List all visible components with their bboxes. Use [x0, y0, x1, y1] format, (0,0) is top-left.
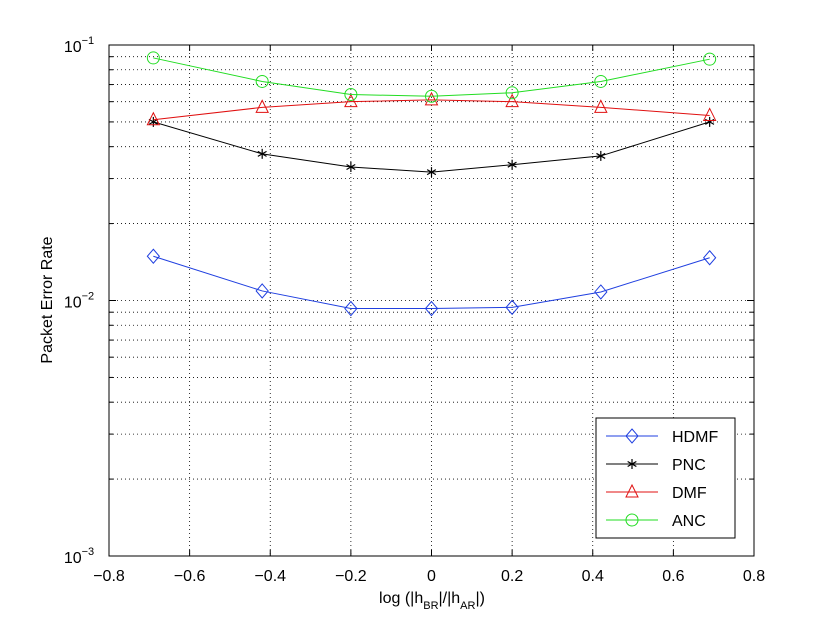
x-tick-label: 0.6 — [662, 568, 684, 585]
legend: HDMF PNC DMF ANC — [595, 417, 736, 539]
data-point-anc — [146, 51, 160, 65]
legend-marker — [627, 459, 637, 469]
data-point-pnc — [257, 148, 267, 159]
data-point-pnc — [426, 167, 437, 178]
series-dmf — [146, 91, 717, 126]
data-point-dmf — [702, 107, 717, 121]
x-axis-label-sub1: BR — [423, 600, 438, 612]
series-anc — [146, 51, 717, 103]
data-point-dmf — [255, 99, 269, 113]
asterisk-stroke — [346, 163, 356, 171]
x-axis-label: log (|hBR|/|hAR|) — [379, 590, 485, 612]
legend-marker — [625, 483, 639, 498]
legend-label: ANC — [672, 513, 706, 530]
data-point-dmf — [146, 111, 161, 126]
x-axis-label-sub2: AR — [460, 600, 475, 612]
x-tick-label: −0.2 — [335, 568, 367, 585]
data-point-dmf — [424, 91, 439, 106]
data-point-dmf — [594, 99, 608, 113]
series-line-hdmf — [153, 255, 710, 310]
legend-entry-hdmf: HDMF — [606, 428, 718, 446]
data-point-hdmf — [424, 300, 439, 317]
asterisk-stroke — [596, 152, 606, 159]
y-tick-exponent: −3 — [82, 546, 95, 558]
data-point-anc — [344, 88, 358, 102]
data-point-hdmf — [146, 248, 161, 265]
y-tick-exponent: −1 — [82, 35, 95, 47]
data-point-hdmf — [505, 299, 519, 316]
y-tick-base: 10 — [64, 295, 82, 312]
data-point-hdmf — [344, 300, 358, 317]
series-line-dmf — [153, 99, 710, 121]
x-tick-label: −0.8 — [93, 568, 125, 585]
y-tick-label: 10−1 — [64, 35, 94, 56]
plot-frame — [108, 44, 755, 557]
legend-entry-dmf: DMF — [606, 483, 707, 502]
legend-label: HDMF — [672, 429, 718, 446]
y-axis-label: Packet Error Rate — [39, 236, 56, 363]
data-point-hdmf — [702, 249, 717, 266]
series-pnc — [148, 116, 715, 178]
y-tick-base: 10 — [64, 39, 82, 56]
data-point-dmf — [505, 93, 519, 108]
x-tick-label: −0.4 — [254, 568, 286, 585]
x-tick-label: −0.6 — [174, 568, 206, 585]
legend-marker — [625, 428, 639, 444]
x-tick-label: 0.2 — [501, 568, 523, 585]
asterisk-stroke — [426, 169, 437, 176]
data-point-anc — [594, 74, 608, 88]
legend-box — [595, 417, 736, 539]
tick-labels: −0.8 −0.6 −0.4 −0.2 0 0.2 0.4 0.6 0.810−310−210−… — [64, 35, 765, 585]
series-layer — [146, 51, 717, 317]
y-tick-exponent: −2 — [82, 291, 95, 303]
data-point-pnc — [148, 116, 158, 127]
data-point-anc — [425, 89, 438, 103]
data-point-anc — [505, 86, 519, 100]
asterisk-stroke — [507, 161, 517, 168]
y-tick-label: 10−3 — [64, 546, 94, 567]
data-point-anc — [703, 52, 717, 66]
y-tick-label: 10−2 — [64, 291, 94, 312]
data-point-pnc — [346, 162, 356, 173]
x-tick-label: 0.4 — [582, 568, 604, 585]
x-tick-label: 0 — [427, 568, 436, 585]
legend-label: DMF — [672, 485, 707, 502]
data-point-hdmf — [255, 283, 269, 299]
x-tick-label: 0.8 — [743, 568, 765, 585]
legend-label: PNC — [672, 457, 706, 474]
asterisk-stroke — [627, 460, 637, 468]
x-axis-label-main: log (|h — [379, 590, 423, 607]
series-line-anc — [153, 57, 710, 97]
legend-entry-anc: ANC — [606, 513, 706, 530]
asterisk-stroke — [148, 118, 158, 125]
data-point-anc — [255, 74, 269, 88]
data-point-pnc — [596, 150, 606, 161]
data-point-dmf — [344, 93, 358, 108]
data-point-pnc — [507, 159, 517, 170]
asterisk-stroke — [257, 150, 267, 157]
y-tick-base: 10 — [64, 550, 82, 567]
legend-entry-pnc: PNC — [606, 457, 706, 474]
series-hdmf — [146, 248, 717, 317]
legend-marker — [625, 513, 639, 527]
x-axis-label-mid: |/|h — [439, 590, 461, 607]
data-point-hdmf — [594, 284, 608, 300]
x-axis-label-end: |) — [475, 590, 484, 607]
